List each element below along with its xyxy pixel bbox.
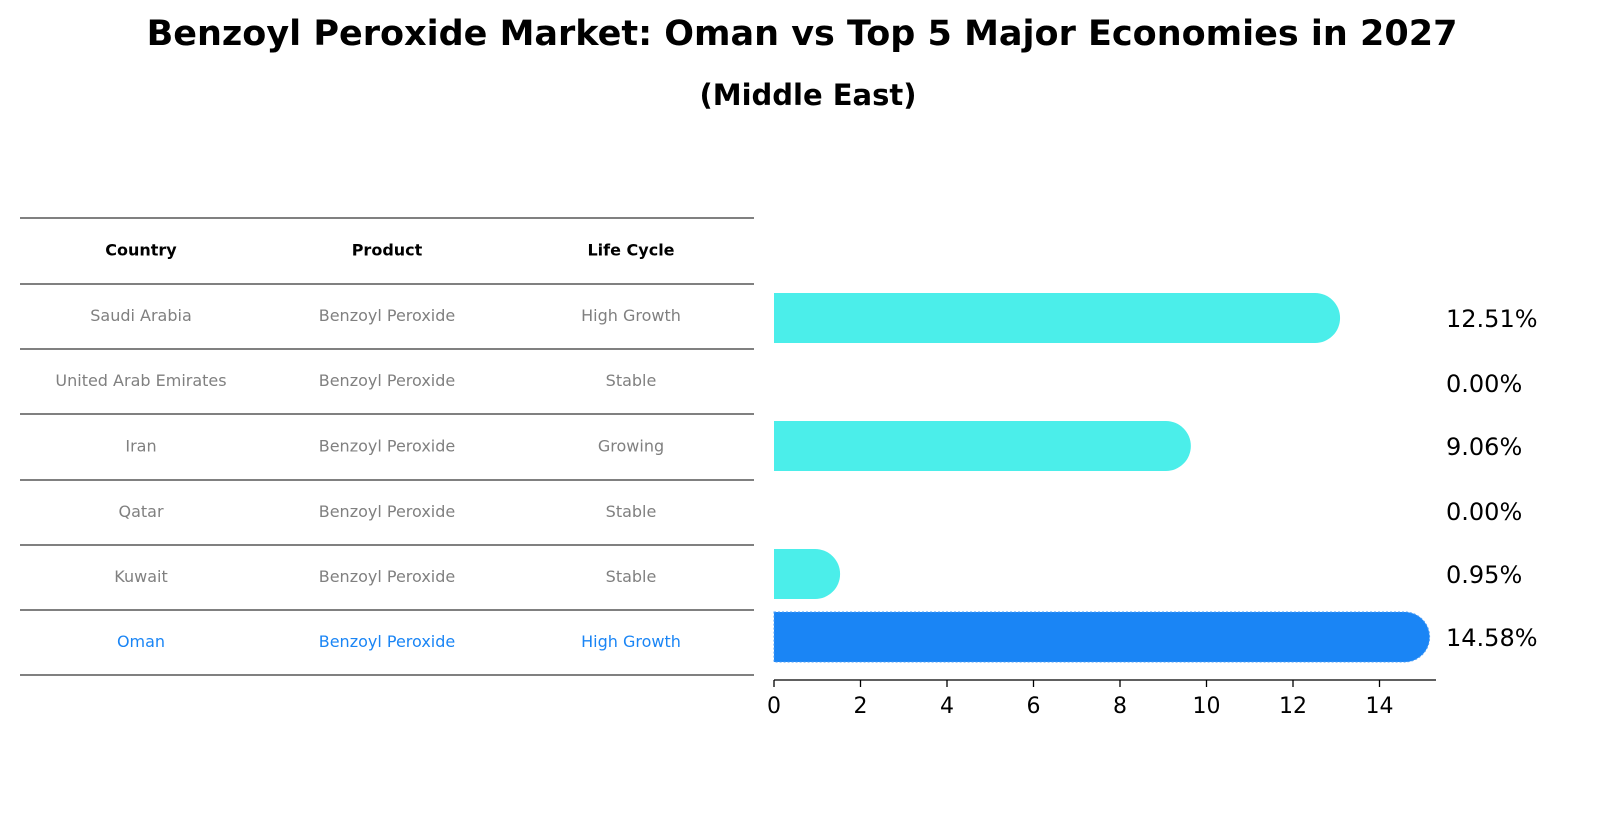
table-cell: Stable xyxy=(606,567,657,586)
bar xyxy=(774,421,1191,471)
x-tick-label: 2 xyxy=(854,694,868,719)
bar-value-label: 9.06% xyxy=(1446,433,1522,461)
table-header-cell: Life Cycle xyxy=(587,241,674,260)
table-cell: Benzoyl Peroxide xyxy=(319,502,456,521)
x-tick-label: 8 xyxy=(1113,694,1127,719)
table-cell: Oman xyxy=(117,632,165,651)
bar xyxy=(774,293,1341,343)
x-tick-label: 14 xyxy=(1366,694,1394,719)
bar xyxy=(774,549,841,599)
x-tick-label: 6 xyxy=(1027,694,1041,719)
table-cell: Growing xyxy=(598,437,664,456)
table-cell: Stable xyxy=(606,371,657,390)
table-cell: Stable xyxy=(606,502,657,521)
bar-value-label: 12.51% xyxy=(1446,305,1538,333)
table-header-cell: Product xyxy=(352,241,423,260)
x-tick-label: 10 xyxy=(1193,694,1221,719)
chart-subtitle: (Middle East) xyxy=(699,78,917,112)
table-cell: Benzoyl Peroxide xyxy=(319,437,456,456)
table-cell: Benzoyl Peroxide xyxy=(319,632,456,651)
table-cell: Saudi Arabia xyxy=(90,306,192,325)
table-cell: High Growth xyxy=(581,306,681,325)
x-tick-label: 4 xyxy=(940,694,954,719)
chart-title: Benzoyl Peroxide Market: Oman vs Top 5 M… xyxy=(146,14,1458,54)
table-cell: Benzoyl Peroxide xyxy=(319,371,456,390)
table-cell: Kuwait xyxy=(114,567,167,586)
table-cell: Benzoyl Peroxide xyxy=(319,306,456,325)
bar-plot: 12.51% 0.00% 9.06% 0.00% 0.95% 14.58% xyxy=(773,293,1538,663)
table-cell: High Growth xyxy=(581,632,681,651)
table-cell: Benzoyl Peroxide xyxy=(319,567,456,586)
x-tick-label: 12 xyxy=(1279,694,1307,719)
bar-value-label: 14.58% xyxy=(1446,624,1538,652)
bar-value-label: 0.95% xyxy=(1446,561,1522,589)
table-header-cell: Country xyxy=(105,241,177,260)
table-cell: United Arab Emirates xyxy=(55,371,226,390)
bar-value-label: 0.00% xyxy=(1446,498,1522,526)
table-cell: Iran xyxy=(125,437,156,456)
bar xyxy=(773,611,1430,663)
x-tick-label: 0 xyxy=(767,694,781,719)
x-axis: 0 2 4 6 8 10 12 14 xyxy=(767,679,1436,719)
bar-value-label: 0.00% xyxy=(1446,370,1522,398)
table-cell: Qatar xyxy=(118,502,163,521)
data-table: Country Product Life Cycle Saudi Arabia Benz… xyxy=(20,217,754,676)
